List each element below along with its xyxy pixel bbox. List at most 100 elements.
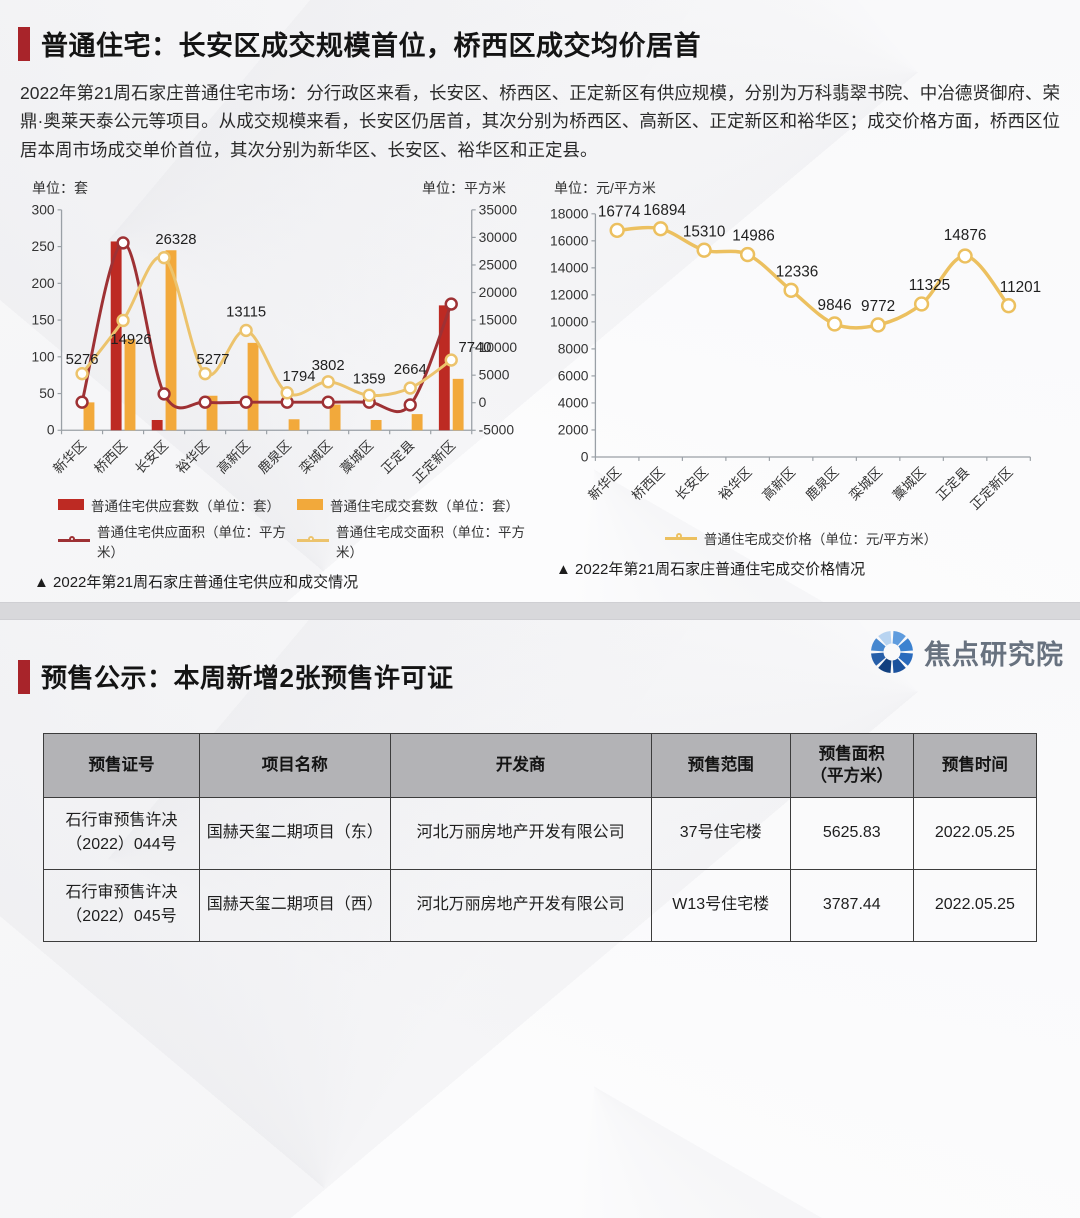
presale-accent-bar [18,659,30,694]
svg-text:正定新区: 正定新区 [410,438,458,486]
legend-transaction-units: 普通住宅成交套数（单位：套） [297,495,536,515]
table-cell: 2022.05.25 [912,796,1038,870]
svg-text:50: 50 [39,385,55,401]
table-cell: 5625.83 [789,796,914,870]
svg-text:20000: 20000 [479,284,518,300]
svg-text:9772: 9772 [861,298,895,315]
svg-text:新华区: 新华区 [585,464,624,503]
table-header-cell: 预售时间 [912,733,1038,798]
table-header-cell: 项目名称 [198,733,391,798]
svg-text:5276: 5276 [66,352,99,368]
svg-text:0: 0 [47,422,55,438]
combo-chart-units: 单位：套 单位：平方米 [22,178,536,198]
svg-text:100: 100 [32,348,55,364]
table-cell: 国赫天玺二期项目（西） [198,868,391,942]
svg-text:正定新区: 正定新区 [967,464,1015,512]
svg-text:1359: 1359 [353,371,386,387]
table-cell: 2022.05.25 [912,868,1038,942]
svg-text:25000: 25000 [479,256,518,272]
svg-text:正定县: 正定县 [933,464,972,503]
legend-transaction-area-label: 普通住宅成交面积（单位：平方米） [336,524,525,560]
svg-text:26328: 26328 [155,232,196,248]
svg-text:正定县: 正定县 [378,438,417,477]
svg-text:13115: 13115 [226,305,266,321]
table-header-row: 预售证号 项目名称 开发商 预售范围 预售面积 （平方米） 预售时间 [43,733,1038,798]
combo-chart-caption: ▲ 2022年第21周石家庄普通住宅供应和成交情况 [34,573,359,591]
presale-title: 预售公示：本周新增2张预售许可证 [41,663,454,693]
svg-text:9846: 9846 [818,297,852,314]
svg-text:裕华区: 裕华区 [716,464,755,503]
svg-text:鹿泉区: 鹿泉区 [255,437,295,477]
svg-text:高新区: 高新区 [759,464,799,504]
svg-text:0: 0 [479,394,487,410]
price-chart-caption: ▲ 2022年第21周石家庄普通住宅成交价格情况 [556,561,866,579]
svg-text:12000: 12000 [550,286,589,302]
svg-text:16000: 16000 [550,232,589,248]
combo-chart-svg: 0 50 100 150 200 250 300 -5000 0 5000 10000 15000 20… [32,201,518,486]
svg-text:0: 0 [581,448,589,464]
presale-table: 预售证号 项目名称 开发商 预售范围 预售面积 （平方米） 预售时间 石行审预售许决 （2… [43,733,1038,942]
price-swatch [664,533,697,540]
svg-text:-5000: -5000 [479,422,515,438]
residential-header: 普通住宅：长安区成交规模首位，桥西区成交均价居首 [18,24,1062,63]
price-chart-units: 单位：元/平方米 [544,178,1058,198]
legend-price-label: 普通住宅成交价格（单位：元/平方米） [703,532,938,548]
legend-transaction-area: 普通住宅成交面积（单位：平方米） [297,521,536,561]
svg-text:4000: 4000 [558,394,589,410]
aperture-icon [871,631,913,673]
svg-text:12336: 12336 [776,264,819,281]
svg-text:藁城区: 藁城区 [337,438,376,477]
charts-row: 单位：套 单位：平方米 0 50 100 150 200 250 300 -5000 0 5000… [18,178,1062,592]
legend-transaction-units-label: 普通住宅成交套数（单位：套） [330,498,519,514]
svg-text:16894: 16894 [643,202,686,219]
legend-supply-units-label: 普通住宅供应套数（单位：套） [91,498,280,514]
svg-text:栾城区: 栾城区 [296,437,336,477]
table-cell: 河北万丽房地产开发有限公司 [389,796,652,870]
table-header-cell: 开发商 [389,733,652,798]
legend-supply-area: 普通住宅供应面积（单位：平方米） [58,521,297,561]
svg-text:长安区: 长安区 [672,464,711,503]
svg-text:15000: 15000 [479,312,518,328]
svg-text:1794: 1794 [283,369,316,385]
table-header-cell: 预售面积 （平方米） [789,733,914,798]
svg-text:11325: 11325 [909,277,950,294]
svg-text:藁城区: 藁城区 [890,464,929,503]
section-residential: 普通住宅：长安区成交规模首位，桥西区成交均价居首 2022年第21周石家庄普通住… [0,0,1080,602]
svg-text:30000: 30000 [479,229,518,245]
svg-text:桥西区: 桥西区 [629,464,668,503]
supply-units-swatch [58,499,84,511]
svg-text:高新区: 高新区 [214,437,254,477]
focus-research-logo: 焦点研究院 [868,628,1064,676]
table-header-cell: 预售证号 [43,733,200,798]
svg-text:2000: 2000 [558,421,589,437]
table-header-cell: 预售范围 [650,733,791,798]
table-row: 石行审预售许决 （2022）045号 国赫天玺二期项目（西） 河北万丽房地产开发有限… [43,868,1038,942]
table-cell: 河北万丽房地产开发有限公司 [389,868,652,942]
price-axis-unit-label: 单位：元/平方米 [554,180,656,197]
price-chart: 单位：元/平方米 0 2000 4000 6000 8000 10000 12000 1400… [540,178,1062,592]
table-row: 石行审预售许决 （2022）044号 国赫天玺二期项目（东） 河北万丽房地产开发有限… [43,796,1038,870]
svg-text:2664: 2664 [394,362,427,378]
table-cell: 37号住宅楼 [650,796,791,870]
presale-header: 预售公示：本周新增2张预售许可证 [18,658,1062,695]
legend-supply-area-label: 普通住宅供应面积（单位：平方米） [97,524,286,560]
svg-text:新华区: 新华区 [50,438,89,477]
svg-text:栾城区: 栾城区 [846,464,886,504]
svg-text:5000: 5000 [479,367,510,383]
svg-text:14876: 14876 [944,227,987,244]
supply-transaction-chart: 单位：套 单位：平方米 0 50 100 150 200 250 300 -5000 0 5000… [18,178,540,592]
right-axis-unit-label: 单位：平方米 [422,180,506,197]
svg-text:18000: 18000 [550,205,589,221]
svg-text:14986: 14986 [732,228,775,245]
svg-text:300: 300 [32,201,55,217]
page-title: 普通住宅：长安区成交规模首位，桥西区成交均价居首 [41,31,701,61]
svg-text:3802: 3802 [312,358,345,374]
table-cell: 3787.44 [789,868,914,942]
svg-text:16774: 16774 [598,204,641,221]
legend-supply-units: 普通住宅供应套数（单位：套） [58,495,297,515]
svg-text:8000: 8000 [558,340,589,356]
svg-text:200: 200 [32,275,55,291]
svg-text:鹿泉区: 鹿泉区 [802,464,842,504]
combo-chart-legend: 普通住宅供应套数（单位：套） 普通住宅成交套数（单位：套） 普通住宅供应面积（单… [58,495,536,561]
supply-area-swatch [58,535,90,543]
